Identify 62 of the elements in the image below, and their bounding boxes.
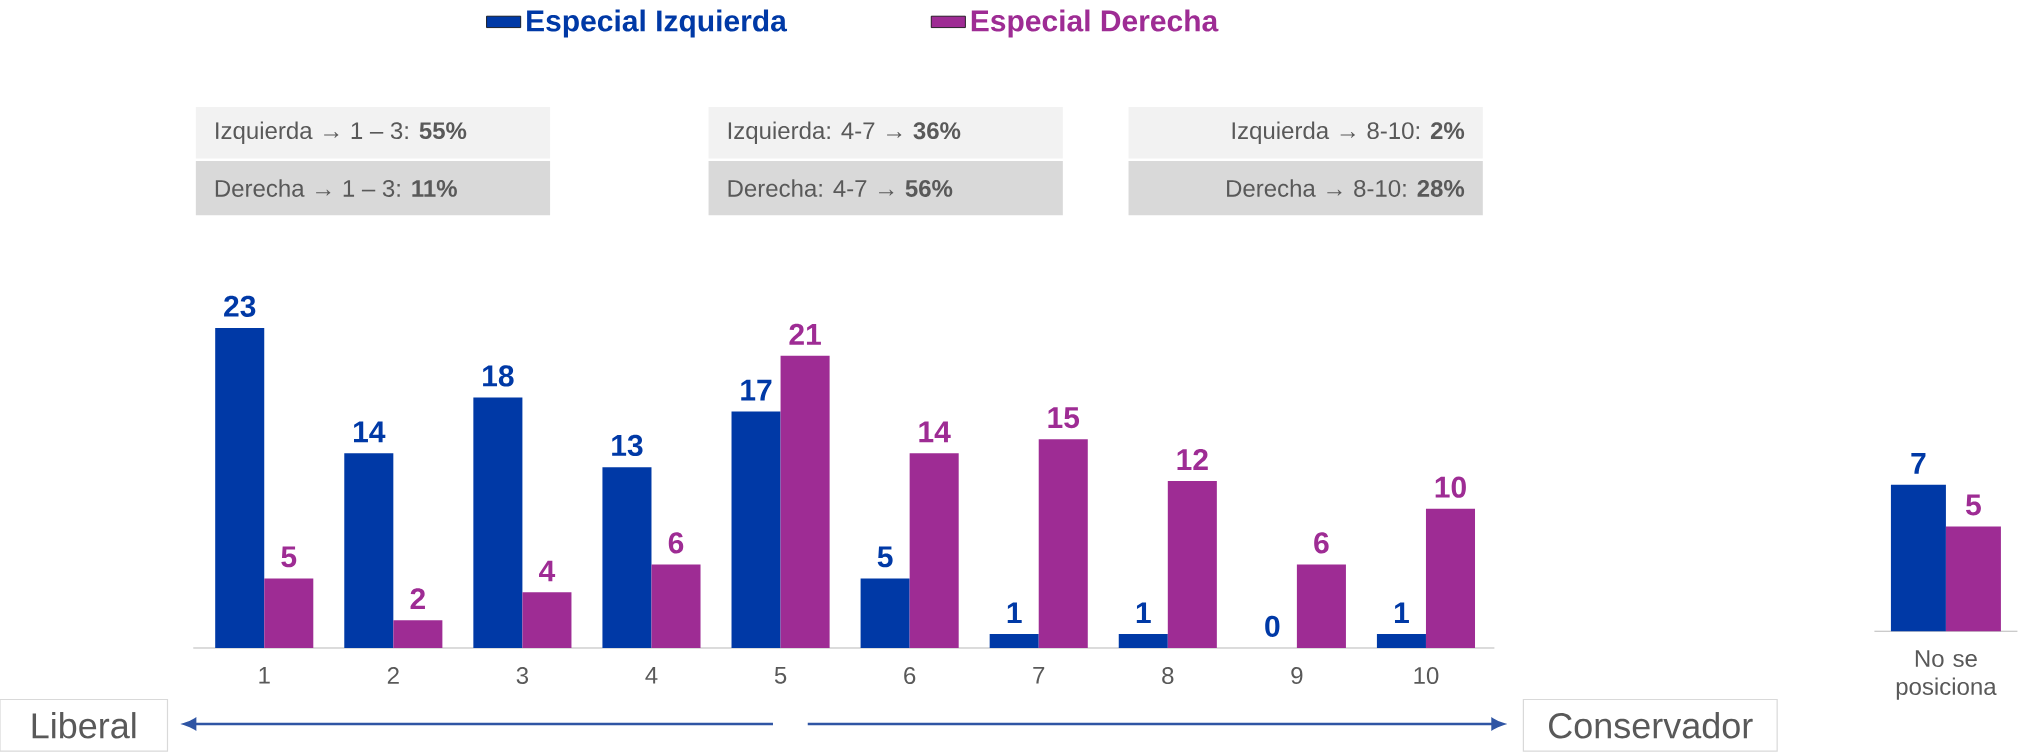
bar (1376, 634, 1426, 649)
x-tick-label: 9 (1291, 667, 1303, 685)
text: Izquierda → 8-10: 2% (1232, 121, 1465, 144)
data-label: 14 (919, 421, 951, 443)
data-label: 17 (741, 379, 772, 401)
x-tick-label: 1 (259, 667, 270, 684)
bar (780, 355, 830, 649)
data-label: 14 (354, 421, 386, 443)
data-label: 5 (1965, 494, 1981, 516)
data-label: 21 (789, 323, 821, 345)
data-label: 7 (1911, 453, 1926, 474)
text: Izquierda: 4-7 → 36% (728, 121, 961, 144)
x-tick-label: 7 (1033, 667, 1045, 684)
data-label: 1 (1394, 602, 1409, 624)
x-tick-label: 3 (516, 667, 529, 685)
bar (651, 564, 701, 649)
data-label: 12 (1177, 449, 1208, 471)
x-tick-label: No se posiciona (1896, 650, 1997, 700)
data-label: 13 (612, 434, 643, 457)
bar (989, 634, 1039, 649)
bar (1038, 439, 1088, 649)
text: Conservador (1549, 712, 1753, 739)
x-tick-label: 5 (774, 667, 787, 684)
bar (473, 397, 523, 649)
x-tick-label: 4 (645, 667, 658, 684)
x-tick-label: 6 (904, 667, 916, 685)
x-tick-label: 8 (1162, 667, 1174, 685)
legend-label: Especial Derecha (971, 9, 1219, 38)
bar (393, 620, 443, 649)
data-label: 10 (1435, 476, 1466, 498)
data-label: 2 (410, 588, 425, 610)
data-label: 1 (1136, 602, 1151, 624)
text: Derecha: 4-7 → 56% (728, 179, 953, 197)
data-label: 1 (1007, 602, 1022, 624)
data-label: 5 (281, 546, 297, 568)
data-label: 0 (1265, 615, 1280, 637)
bar (909, 453, 959, 649)
data-label: 23 (224, 295, 256, 317)
bar (1167, 481, 1217, 649)
text: Derecha → 1 – 3: 11% (215, 179, 457, 197)
bar (344, 453, 394, 649)
data-label: 4 (539, 560, 556, 582)
bar (1296, 564, 1346, 649)
data-label: 18 (483, 365, 514, 387)
bar (522, 592, 572, 649)
text: Izquierda → 1 – 3: 55% (216, 121, 467, 144)
bar (1425, 508, 1476, 649)
bar (860, 578, 910, 649)
bar (1118, 634, 1168, 649)
legend-label: Especial Izquierda (527, 9, 788, 38)
data-label: 5 (877, 546, 893, 568)
x-tick-label: 10 (1414, 667, 1439, 685)
x-tick-label: 2 (387, 667, 399, 684)
text: Liberal (32, 712, 136, 739)
bar (731, 411, 781, 649)
bar (264, 578, 314, 649)
bar (602, 467, 652, 649)
data-label: 6 (1314, 532, 1329, 554)
data-label: 15 (1048, 407, 1080, 429)
data-label: 6 (668, 532, 684, 554)
bar (215, 328, 265, 649)
text: Derecha → 8-10: 28% (1227, 179, 1465, 197)
